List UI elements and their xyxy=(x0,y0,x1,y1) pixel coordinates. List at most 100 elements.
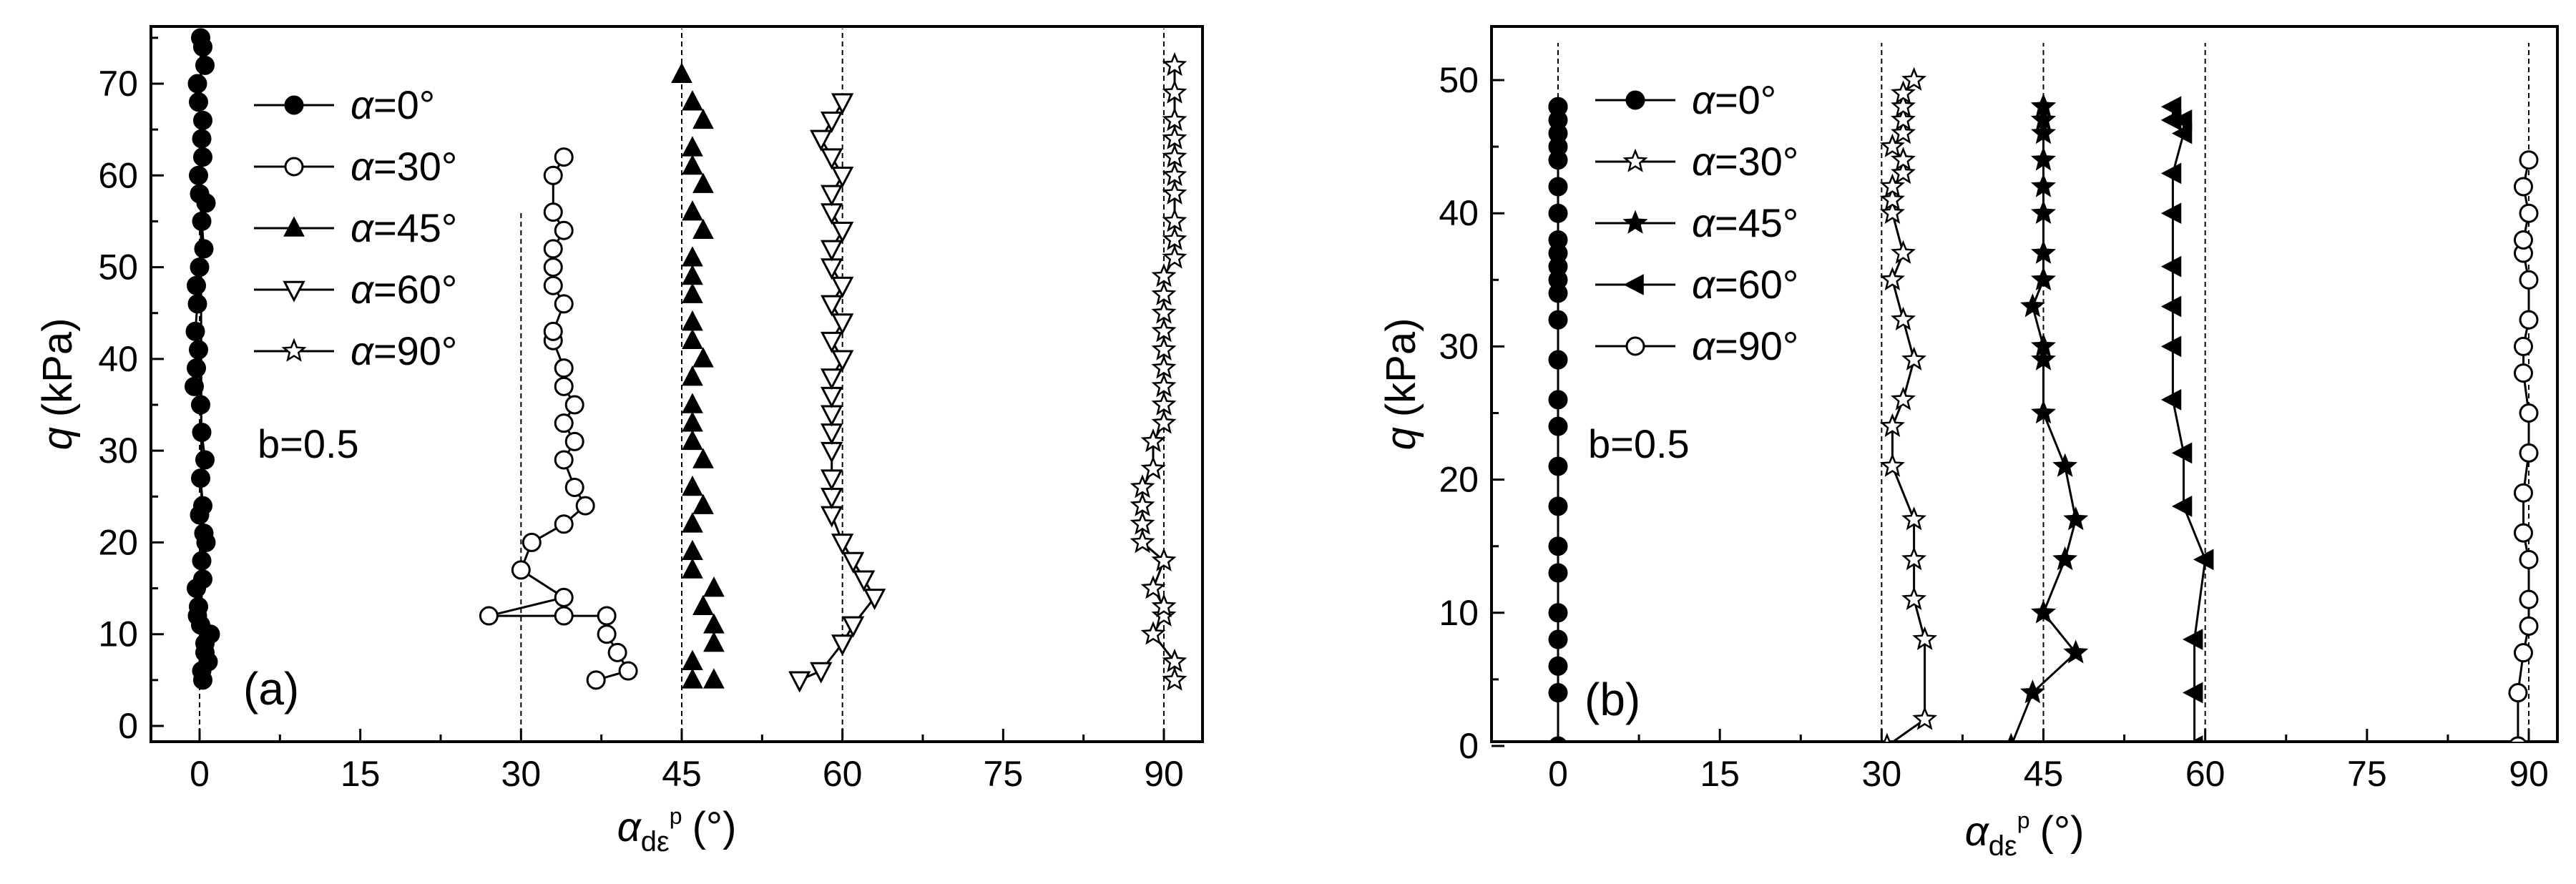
data-point xyxy=(189,596,209,617)
data-point xyxy=(1879,173,1905,197)
data-point xyxy=(2519,310,2539,330)
legend-marker xyxy=(1625,336,1645,356)
data-point xyxy=(554,294,574,314)
data-point xyxy=(554,450,574,470)
data-point xyxy=(831,276,854,298)
data-point xyxy=(2160,335,2182,358)
data-point xyxy=(1548,563,1568,583)
data-point xyxy=(1151,336,1177,360)
data-point xyxy=(1912,626,1938,650)
data-point xyxy=(692,218,714,240)
data-point xyxy=(821,203,843,225)
data-point xyxy=(1162,226,1187,250)
legend-marker xyxy=(1623,274,1644,295)
note-b-value-b: b=0.5 xyxy=(1588,421,1690,466)
x-tick-label: 0 xyxy=(190,754,210,794)
data-point xyxy=(831,93,854,115)
data-point xyxy=(831,350,854,372)
data-point xyxy=(831,534,854,556)
data-point xyxy=(564,395,584,415)
data-point xyxy=(2519,403,2539,423)
data-point xyxy=(831,313,854,335)
data-point xyxy=(2063,639,2089,664)
data-point xyxy=(1548,390,1568,410)
data-point xyxy=(2519,270,2539,290)
x-tick-label: 45 xyxy=(662,754,702,794)
data-point xyxy=(2052,546,2078,571)
data-point xyxy=(192,569,212,589)
data-point xyxy=(831,221,854,243)
data-point xyxy=(692,493,714,514)
data-point xyxy=(2183,629,2203,650)
data-point xyxy=(1901,546,1926,571)
data-point xyxy=(1140,456,1166,480)
data-point xyxy=(2509,736,2527,742)
data-point xyxy=(190,257,210,278)
data-point xyxy=(1162,648,1187,672)
data-point xyxy=(618,661,638,681)
data-point xyxy=(821,487,843,509)
data-point xyxy=(192,110,212,130)
data-point xyxy=(185,376,205,396)
x-tick-label: 30 xyxy=(1862,754,1902,794)
data-point xyxy=(1891,386,1916,411)
data-point xyxy=(2031,346,2056,370)
x-tick-label: 90 xyxy=(2509,754,2549,794)
data-point xyxy=(1891,240,1916,264)
data-point xyxy=(1162,162,1187,187)
data-point xyxy=(821,295,843,317)
note-b-value-a: b=0.5 xyxy=(258,421,359,466)
legend-label: α=45° xyxy=(1692,200,1798,245)
data-point xyxy=(703,631,725,652)
data-point xyxy=(682,429,703,451)
data-point xyxy=(682,411,703,432)
legend-marker xyxy=(283,216,305,237)
data-point xyxy=(543,257,563,278)
data-point xyxy=(821,258,843,280)
data-point xyxy=(1891,107,1916,131)
data-point xyxy=(543,239,563,259)
data-point xyxy=(2513,643,2533,663)
plot-frame-b xyxy=(1490,25,2559,743)
data-point xyxy=(1140,575,1166,599)
ticks-b: 0 15 30 45 60 75 90 0 10 20 30 40 50 xyxy=(1439,60,2548,794)
data-point xyxy=(1151,263,1177,288)
data-point xyxy=(1548,496,1568,516)
data-point xyxy=(692,108,714,129)
data-point xyxy=(1162,144,1187,168)
data-point xyxy=(841,616,865,638)
data-point xyxy=(841,551,865,574)
data-point xyxy=(1891,93,1916,118)
data-point xyxy=(2031,147,2056,171)
data-point xyxy=(1151,602,1177,627)
data-point xyxy=(194,239,214,259)
data-point xyxy=(189,165,209,185)
data-point xyxy=(189,340,209,360)
y-tick-label: 0 xyxy=(118,706,138,746)
x-tick-label: 45 xyxy=(2024,754,2064,794)
y-tick-label: 30 xyxy=(98,431,138,471)
data-point xyxy=(703,668,725,689)
y-tick-label: 10 xyxy=(98,614,138,654)
data-point xyxy=(2031,107,2056,131)
data-point xyxy=(1548,416,1568,436)
reference-lines-a xyxy=(199,29,1165,742)
y-tick-label: 30 xyxy=(1439,326,1479,366)
data-point xyxy=(597,624,617,644)
data-point xyxy=(1912,706,1938,730)
data-point xyxy=(196,532,216,552)
data-point xyxy=(682,475,703,496)
data-point xyxy=(543,165,563,185)
data-point xyxy=(554,606,574,626)
data-point xyxy=(190,505,210,525)
data-point xyxy=(2031,93,2056,118)
data-point xyxy=(192,551,212,571)
legend-marker xyxy=(283,280,305,303)
y-axis-label-b: q(kPa) xyxy=(1378,318,1424,451)
legend-marker xyxy=(284,157,304,177)
series-b xyxy=(1548,67,2539,742)
data-point xyxy=(543,321,563,341)
data-point xyxy=(1891,306,1916,330)
data-point xyxy=(1162,79,1187,104)
data-point xyxy=(1891,120,1916,144)
